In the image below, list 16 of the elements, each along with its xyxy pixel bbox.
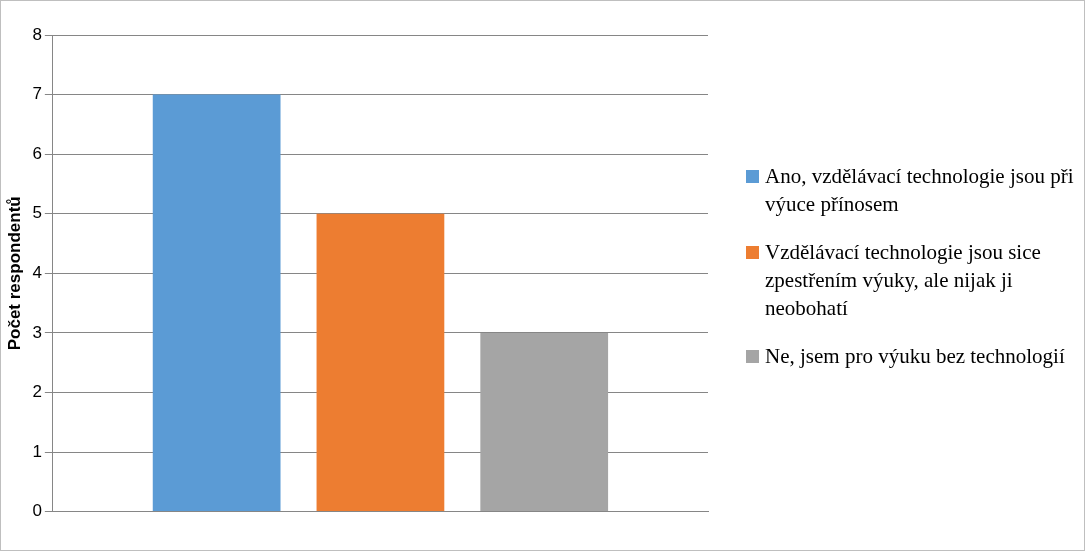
legend-label: Ano, vzdělávací technologie jsou při výuce přínosem — [765, 162, 1075, 218]
y-axis-title: Počet respondentů — [4, 196, 24, 351]
y-tick-label: 7 — [32, 84, 42, 104]
y-tick-label: 2 — [32, 382, 42, 402]
y-tick-label: 5 — [32, 203, 42, 223]
legend-label: Vzdělávací technologie jsou sice zpestřením výuky, ale nijak ji neobohatí — [765, 238, 1042, 322]
y-tick-label: 3 — [32, 322, 42, 342]
y-tick-label: 0 — [32, 501, 42, 521]
y-tick-label: 6 — [32, 143, 42, 163]
legend-label: Ne, jsem pro výuku bez technologií — [765, 342, 1065, 370]
y-tick-label: 4 — [32, 262, 42, 282]
bar — [316, 213, 445, 512]
bar — [152, 94, 281, 512]
y-tick-label: 8 — [32, 24, 42, 44]
bar — [480, 332, 609, 512]
y-tick-label: 1 — [32, 441, 42, 461]
